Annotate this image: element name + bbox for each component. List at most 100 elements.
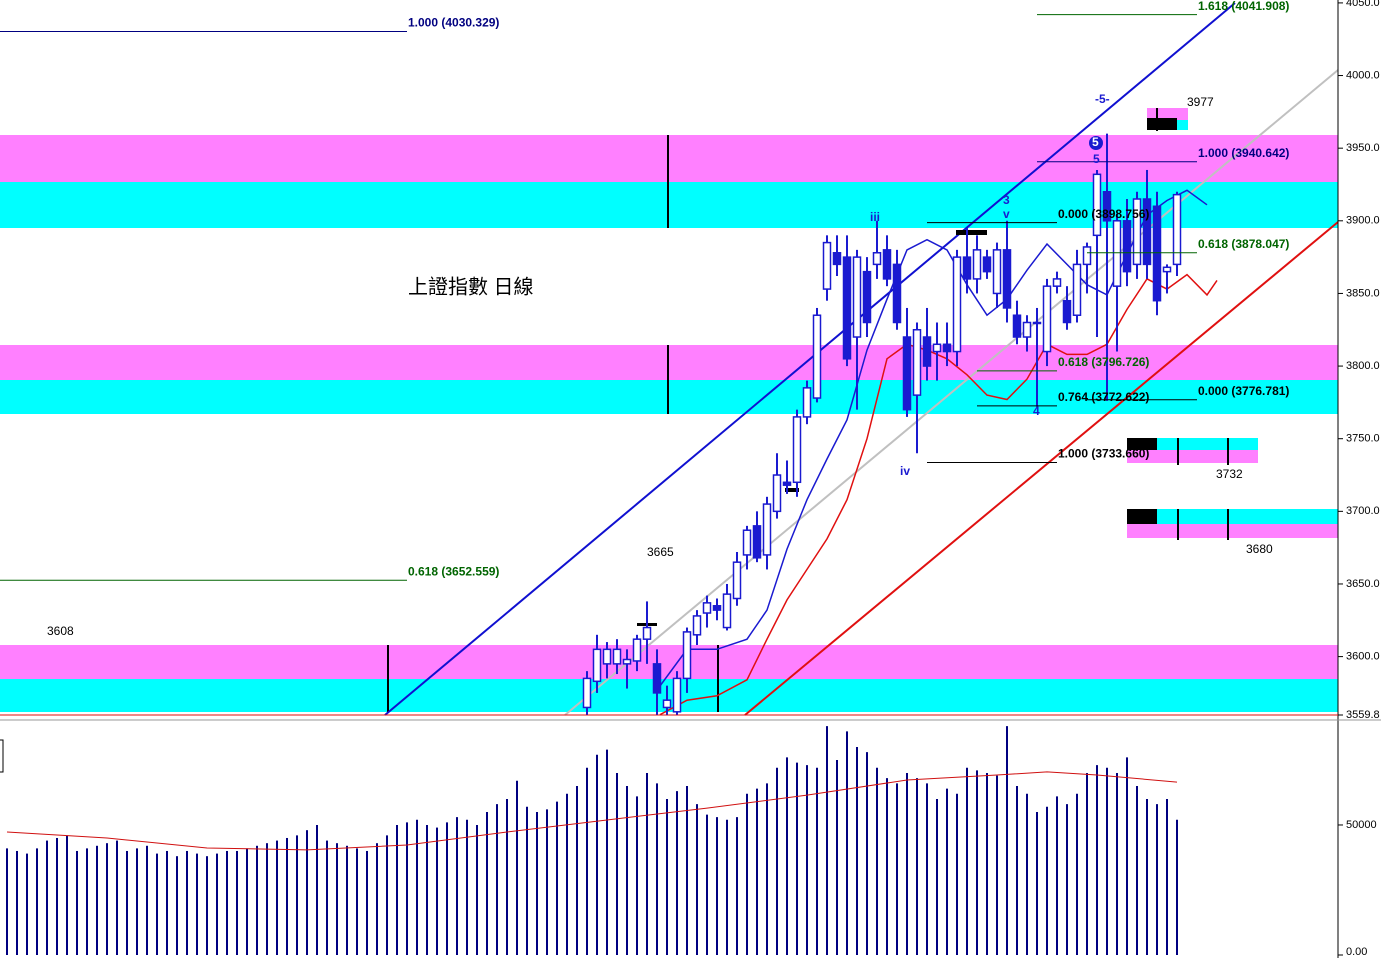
wave-label: 5 — [1092, 135, 1099, 149]
trendline — [384, 2, 1236, 716]
fib-label: 1.000 (3733.660) — [1058, 447, 1149, 461]
candle-body — [702, 602, 712, 614]
candle-body — [732, 561, 742, 600]
fib-label: 0.000 (3898.756) — [1058, 207, 1149, 221]
candle-body — [1062, 299, 1072, 324]
y-tick-label: 3700.0 — [1346, 505, 1380, 517]
price-label: 3665 — [647, 545, 674, 559]
fib-label: 0.764 (3772.622) — [1058, 390, 1149, 404]
wave-label: -5- — [1095, 92, 1110, 106]
candle-body — [882, 249, 892, 280]
candle-body — [892, 263, 902, 324]
price-label: 3680 — [1246, 542, 1273, 556]
panel-handle — [0, 739, 4, 773]
candle-body — [792, 416, 802, 484]
candle-body — [742, 529, 752, 556]
marker — [956, 230, 987, 235]
candle-body — [612, 648, 622, 665]
wave-label: 5 — [1093, 152, 1100, 166]
candle-body — [672, 677, 682, 713]
candle-body — [1162, 266, 1172, 273]
trendlines — [384, 2, 1339, 716]
fib-label: 0.618 (3652.559) — [408, 564, 499, 578]
candle-body — [1072, 263, 1082, 316]
wave-label: v — [1003, 207, 1010, 221]
y-tick-label: 3800.0 — [1346, 360, 1380, 372]
price-panel — [582, 133, 1218, 715]
y-tick-label: 4050.0 — [1346, 0, 1380, 9]
candle-body — [942, 343, 952, 353]
candle-body — [852, 256, 862, 338]
wave-circle — [1089, 136, 1103, 150]
zone — [1127, 450, 1258, 463]
wave-label: 4 — [1033, 404, 1040, 418]
zone — [1127, 438, 1258, 450]
candle-body — [812, 314, 822, 399]
wave-label: iv — [900, 464, 910, 478]
zone — [1127, 524, 1338, 538]
candle-body — [712, 605, 722, 611]
candle-body — [592, 648, 602, 683]
candle-body — [772, 474, 782, 513]
candle-body — [822, 241, 832, 290]
candle-body — [1082, 246, 1092, 266]
volume-average — [6, 771, 1178, 851]
candle-body — [682, 631, 692, 680]
wave-label: iii — [870, 210, 880, 224]
candle-body — [752, 525, 762, 559]
candle-body — [1152, 205, 1162, 302]
candle-body — [1102, 191, 1112, 222]
candle-body — [902, 336, 912, 411]
candle-body — [1142, 198, 1152, 266]
price-label: 3732 — [1216, 467, 1243, 481]
zone-marker — [1127, 438, 1157, 450]
candle-body — [782, 481, 792, 486]
candle-body — [842, 256, 852, 360]
candle-body — [912, 329, 922, 396]
candle-body — [932, 343, 942, 353]
fib-label: 1.000 (4030.329) — [408, 16, 499, 30]
candle-body — [652, 663, 662, 694]
y-tick-label: 50000 — [1346, 819, 1377, 831]
candle-body — [972, 249, 982, 280]
trendline — [744, 221, 1339, 716]
candle-body — [582, 677, 592, 709]
candle-body — [982, 256, 992, 273]
chart-title: 上證指數 日線 — [408, 275, 534, 298]
candle-body — [602, 648, 612, 665]
candle-body — [832, 252, 842, 266]
fib-label: 0.618 (3878.047) — [1198, 237, 1289, 251]
zone-marker — [1147, 118, 1177, 130]
candle-body — [962, 256, 972, 280]
y-tick-label: 3750.0 — [1346, 433, 1380, 445]
candle-body — [762, 503, 772, 556]
candle-body — [862, 270, 872, 324]
candle-body — [1012, 314, 1022, 338]
candle-body — [1092, 173, 1102, 237]
y-tick-label: 3950.0 — [1346, 142, 1380, 154]
candle-body — [692, 615, 702, 636]
trendline — [564, 69, 1339, 716]
candle-body — [1112, 220, 1122, 287]
candle-body — [952, 256, 962, 353]
candle-body — [992, 249, 1002, 295]
zones — [0, 108, 1338, 712]
candle-body — [872, 252, 882, 266]
candle-body — [1032, 321, 1042, 325]
candle-body — [662, 699, 672, 709]
y-tick-label: 3850.0 — [1346, 287, 1380, 299]
candle-body — [922, 336, 932, 367]
fib-label: 0.000 (3776.781) — [1198, 384, 1289, 398]
zone — [1127, 509, 1338, 524]
candle-body — [632, 638, 642, 662]
y-tick-label: 3600.0 — [1346, 651, 1380, 663]
candle-body — [1002, 249, 1012, 309]
candle-body — [1122, 220, 1132, 273]
candle-body — [1172, 193, 1182, 266]
candle-body — [1022, 321, 1032, 338]
candle-body — [722, 593, 732, 629]
fib-label: 0.618 (3796.726) — [1058, 355, 1149, 369]
moving-average — [659, 273, 1218, 715]
